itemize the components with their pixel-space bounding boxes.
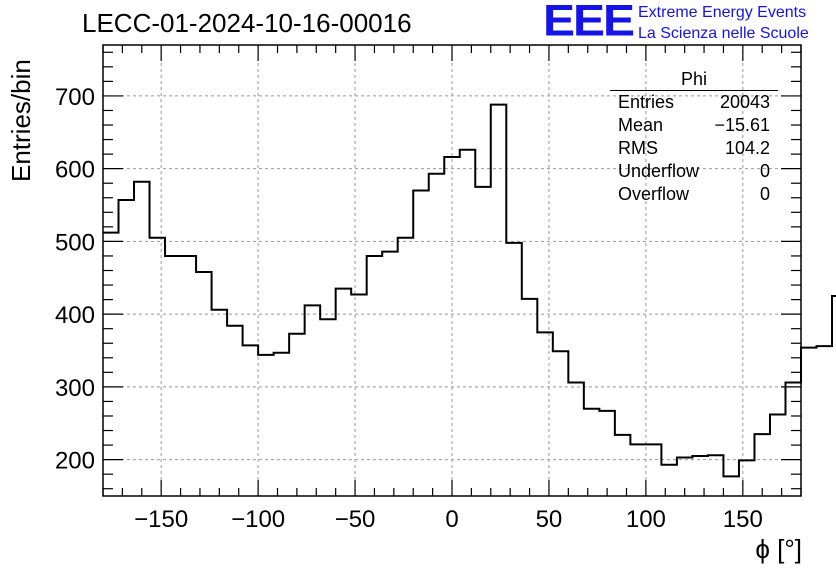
y-tick-label: 400 — [55, 302, 95, 329]
stats-row-mean: Mean −15.61 — [610, 114, 778, 137]
stats-value: 20043 — [719, 92, 770, 112]
y-tick-label: 500 — [55, 229, 95, 256]
y-tick-label: 200 — [55, 448, 95, 475]
stats-value: 0 — [759, 161, 770, 181]
histogram-title: LECC-01-2024-10-16-00016 — [82, 8, 412, 38]
stats-box: Phi Entries 20043 Mean −15.61 RMS 104.2 … — [610, 68, 778, 206]
stats-label: Overflow — [618, 184, 690, 204]
stats-row-entries: Entries 20043 — [610, 91, 778, 114]
x-axis-label: ϕ [°] — [755, 534, 802, 564]
stats-row-rms: RMS 104.2 — [610, 137, 778, 160]
x-tick-label: 0 — [445, 506, 458, 533]
stats-label: Entries — [618, 92, 675, 112]
logo-line-1: Extreme Energy Events — [638, 4, 807, 21]
x-tick-label: −50 — [335, 506, 376, 533]
stats-label: Underflow — [618, 161, 700, 181]
logo-line-2: La Scienza nelle Scuole — [638, 25, 809, 42]
eee-logo: EEE — [543, 0, 635, 46]
x-tick-label: −100 — [231, 506, 285, 533]
stats-label: RMS — [618, 138, 658, 158]
stats-value: −15.61 — [714, 115, 770, 135]
x-tick-label: 150 — [723, 506, 763, 533]
stats-title: Phi — [610, 68, 778, 91]
x-tick-label: 100 — [626, 506, 666, 533]
y-tick-label: 300 — [55, 375, 95, 402]
stats-value: 0 — [759, 184, 770, 204]
stats-row-overflow: Overflow 0 — [610, 183, 778, 206]
histogram-line — [103, 103, 836, 478]
stats-row-underflow: Underflow 0 — [610, 160, 778, 183]
x-tick-label: 50 — [536, 506, 563, 533]
y-tick-label: 700 — [55, 84, 95, 111]
y-tick-label: 600 — [55, 157, 95, 184]
x-tick-label: −150 — [134, 506, 188, 533]
stats-label: Mean — [618, 115, 664, 135]
stats-value: 104.2 — [724, 138, 770, 158]
